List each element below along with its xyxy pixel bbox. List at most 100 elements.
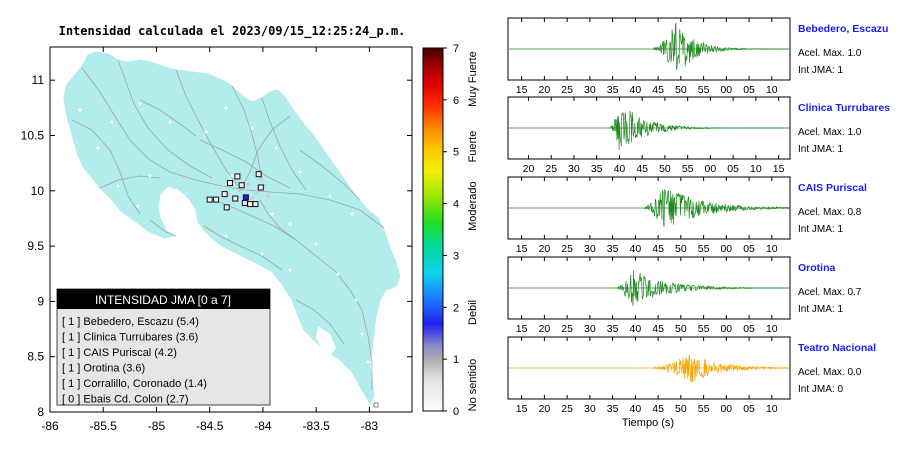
border-marker	[373, 402, 379, 408]
colorbar-tick-label: 0	[453, 406, 459, 418]
trace-tick-label: 35	[607, 84, 619, 96]
town-markers	[78, 102, 370, 364]
intensity-colorbar: 0 1 2 3 4 5 6 7 No sentido Debil Moderado Fuerte Mu…	[422, 43, 479, 418]
trace-panel: 15 20 25 30 35 40 45 50 55 00 05 10 CAIS Puriscal Ace…	[507, 176, 867, 255]
trace-tick-label: 25	[561, 243, 573, 255]
colorbar-tick-label: 3	[453, 250, 459, 262]
station-marker	[255, 171, 262, 178]
intensity-legend: INTENSIDAD JMA [0 a 7] [ 1 ] Bebedero, E…	[56, 288, 271, 406]
trace-tick-label: 00	[720, 403, 732, 415]
trace-tick-label: 20	[539, 243, 551, 255]
station-marker	[257, 184, 264, 191]
colorbar-tick-label: 7	[453, 43, 459, 55]
trace-tick-label: 20	[539, 84, 551, 96]
trace-tick-label: 15	[516, 323, 528, 335]
trace-station-name: Orotina	[798, 262, 835, 274]
legend-item: [ 0 ] Ebais Cd. Colon (2.7)	[62, 394, 189, 406]
station-markers	[206, 171, 264, 211]
trace-tick-label: 55	[698, 243, 710, 255]
trace-panel: 15 20 25 30 35 40 45 50 55 00 05 10 Bebedero, Escazu…	[507, 17, 888, 96]
trace-tick-label: 55	[682, 163, 694, 175]
legend-item: [ 1 ] Corralillo, Coronado (1.4)	[62, 378, 207, 390]
trace-station-name: Clinica Turrubares	[798, 102, 890, 114]
map-y-tick-label: 8	[37, 405, 44, 419]
trace-tick-label: 55	[698, 403, 710, 415]
map-y-tick-label: 10	[31, 184, 45, 198]
trace-tick-label: 50	[675, 243, 687, 255]
map-x-tick-label: -85	[148, 419, 166, 433]
golfo-dulce	[316, 326, 336, 356]
trace-tick-label: 30	[584, 323, 596, 335]
trace-tick-label: 55	[698, 84, 710, 96]
trace-tick-label: 00	[705, 163, 717, 175]
trace-tick-label: 05	[743, 403, 755, 415]
legend-item: [ 1 ] Bebedero, Escazu (5.4)	[62, 316, 199, 328]
trace-tick-label: 25	[545, 163, 557, 175]
trace-tick-label: 55	[698, 323, 710, 335]
colorbar-tick-label: 2	[453, 302, 459, 314]
trace-tick-label: 40	[614, 163, 626, 175]
trace-tick-label: 15	[516, 243, 528, 255]
station-marker	[232, 195, 239, 202]
road-network	[71, 59, 385, 390]
trace-tick-label: 50	[675, 323, 687, 335]
trace-tick-label: 40	[630, 84, 642, 96]
trace-tick-label: 30	[584, 84, 596, 96]
map-frame	[49, 46, 413, 413]
station-marker	[234, 173, 241, 180]
trace-tick-label: 05	[743, 84, 755, 96]
trace-acel-max: Acel. Max. 0.0	[798, 367, 862, 378]
trace-tick-label: 05	[743, 243, 755, 255]
trace-panel: 20 25 30 35 40 45 50 55 00 05 10 15 Clinica Turrubar…	[507, 96, 890, 175]
trace-int-jma: Int JMA: 1	[798, 65, 843, 76]
trace-acel-max: Acel. Max. 1.0	[798, 127, 862, 138]
station-marker	[252, 201, 259, 208]
legend-header	[57, 289, 270, 309]
map-y-tick-label: 9	[37, 294, 44, 308]
colorbar-class-label: Moderado	[467, 181, 479, 231]
trace-waveform	[644, 189, 790, 227]
trace-tick-label: 35	[591, 163, 603, 175]
trace-tick-label: 40	[630, 323, 642, 335]
trace-waveform	[609, 110, 789, 151]
trace-tick-label: 30	[584, 403, 596, 415]
colorbar-tick-label: 4	[453, 199, 459, 211]
trace-tick-label: 45	[636, 163, 648, 175]
trace-tick-label: 10	[766, 84, 778, 96]
trace-tick-label: 20	[523, 163, 535, 175]
trace-tick-label: 35	[607, 403, 619, 415]
legend-item: [ 1 ] CAIS Puriscal (4.2)	[62, 347, 177, 359]
colorbar-class-label: Fuerte	[467, 131, 479, 163]
trace-int-jma: Int JMA: 0	[798, 384, 843, 395]
map-x-tick-label: -83	[361, 419, 379, 433]
trace-tick-label: 45	[652, 323, 664, 335]
trace-tick-label: 35	[607, 323, 619, 335]
map-title: Intensidad calculada el 2023/09/15_12:25…	[59, 24, 406, 39]
station-marker	[241, 199, 248, 206]
trace-tick-label: 30	[584, 243, 596, 255]
trace-tick-label: 00	[720, 323, 732, 335]
trace-int-jma: Int JMA: 1	[798, 224, 843, 235]
colorbar-class-label: Debil	[467, 300, 479, 325]
trace-tick-label: 50	[659, 163, 671, 175]
station-marker	[226, 180, 233, 187]
trace-station-name: CAIS Puriscal	[798, 182, 867, 194]
colorbar-gradient	[422, 47, 444, 412]
colorbar-tick-label: 6	[453, 95, 459, 107]
map-x-tick-label: -83.5	[302, 419, 330, 433]
legend-title: INTENSIDAD JMA [0 a 7]	[95, 293, 231, 307]
trace-waveform	[653, 355, 790, 383]
trace-station-name: Teatro Nacional	[798, 342, 876, 354]
costa-rica-landmass	[63, 51, 401, 406]
trace-tick-label: 10	[766, 403, 778, 415]
waveform-panels: 15 20 25 30 35 40 45 50 55 00 05 10 Bebedero, Escazu…	[507, 17, 890, 415]
map-y-tick-label: 11	[32, 73, 45, 87]
trace-tick-label: 25	[561, 403, 573, 415]
trace-acel-max: Acel. Max. 0.8	[798, 207, 862, 218]
trace-tick-label: 45	[652, 84, 664, 96]
trace-tick-label: 20	[539, 323, 551, 335]
map-y-axis: 11 10.5 10 9.5 9 8.5 8	[21, 73, 412, 419]
map-y-tick-label: 10.5	[21, 128, 45, 142]
trace-tick-label: 05	[743, 323, 755, 335]
